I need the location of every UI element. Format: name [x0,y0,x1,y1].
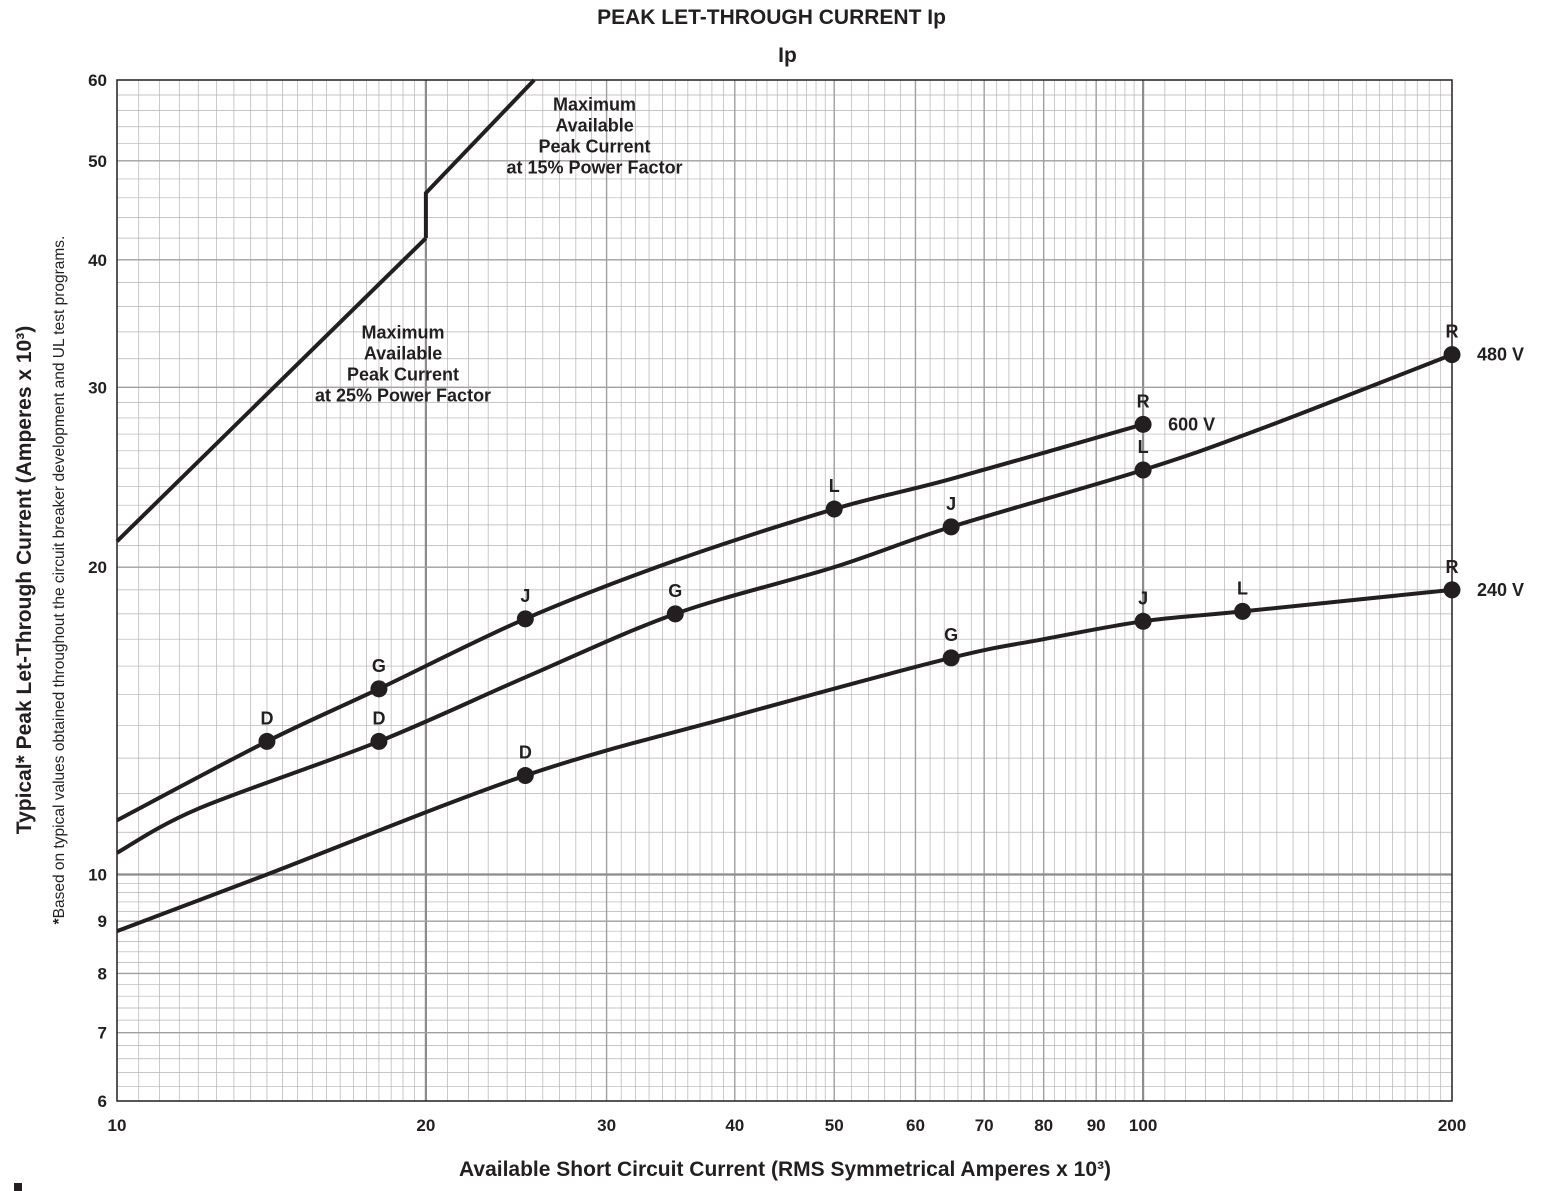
point-label: D [519,743,532,763]
y-tick-label: 7 [98,1024,107,1043]
y-tick-label: 8 [98,964,107,983]
point-label: J [946,494,956,514]
series-label: 480 V [1477,345,1524,365]
y-tick-label: 9 [98,912,107,931]
chart-title: PEAK LET-THROUGH CURRENT Ip [597,6,946,29]
data-point [825,500,843,518]
annotation-line: Available [555,116,633,136]
x-tick-label: 10 [108,1116,127,1135]
data-point [1134,461,1152,479]
data-point [258,732,276,750]
point-label: L [1237,578,1248,598]
x-tick-label: 200 [1438,1116,1466,1135]
annotation-line: Maximum [553,95,636,115]
annotation-line: Available [364,343,442,363]
data-point [1134,415,1152,433]
x-tick-label: 40 [725,1116,744,1135]
series-label: 600 V [1168,414,1215,434]
plot-frame [116,79,1453,1102]
data-point [942,649,960,667]
point-label: D [260,708,273,728]
series-line [423,78,536,239]
series-line [116,587,1453,934]
point-label: L [1138,437,1149,457]
corner-mark [14,1183,22,1191]
y-tick-label: 10 [88,865,107,884]
data-point [516,767,534,785]
x-tick-label: 80 [1034,1116,1053,1135]
data-point [370,680,388,698]
annotation-line: Peak Current [539,137,651,157]
chart-subtitle: Ip [778,44,797,67]
axis-ticks: 10 20 30 40 50 60 70 80 90 100 200 6 7 8 9 10 20 30 40 50 60 [88,71,1466,1135]
annotation-line: Peak Current [347,364,459,384]
y-axis-footnote: *Based on typical values obtained throug… [51,130,73,1030]
y-tick-label: 30 [88,378,107,397]
point-label: D [372,708,385,728]
data-point [666,605,684,623]
x-tick-label: 70 [975,1116,994,1135]
major-grid [117,80,1452,1101]
x-tick-label: 90 [1087,1116,1106,1135]
data-point [370,732,388,750]
point-label: J [520,586,530,606]
series-line [116,352,1453,855]
x-tick-label: 60 [906,1116,925,1135]
point-label: G [668,581,682,601]
point-label: L [829,476,840,496]
x-tick-label: 30 [597,1116,616,1135]
minor-grid [116,79,1453,1102]
x-tick-label: 100 [1129,1116,1157,1135]
y-tick-label: 6 [98,1092,107,1111]
data-point [1234,602,1252,620]
series-line [116,422,1144,823]
x-tick-label: 50 [825,1116,844,1135]
y-tick-label: 20 [88,558,107,577]
data-point [1443,581,1461,599]
annotation-line: at 15% Power Factor [507,158,683,178]
series-line [115,236,428,543]
data-point [1443,346,1461,364]
x-tick-label: 20 [416,1116,435,1135]
y-tick-label: 40 [88,251,107,270]
data-point [1134,612,1152,630]
point-label: G [944,625,958,645]
point-label: R [1137,391,1150,411]
data-point [516,610,534,628]
data-point [942,518,960,536]
point-label: J [1138,588,1148,608]
annotation-line: Maximum [362,322,445,342]
point-label: G [372,656,386,676]
y-tick-label: 50 [88,152,107,171]
y-tick-label: 60 [88,71,107,90]
point-label: R [1446,557,1459,577]
y-axis-label: Typical* Peak Let-Through Current (Amper… [13,325,36,835]
curves [115,78,1453,934]
point-label: R [1446,322,1459,342]
annotation-line: at 25% Power Factor [315,385,491,405]
series-label: 240 V [1477,580,1524,600]
footnote-mark: * [51,918,68,925]
footnote-text: Based on typical values obtained through… [51,235,68,919]
x-axis-label: Available Short Circuit Current (RMS Sym… [459,1158,1111,1181]
data-markers: D G J L R D G J L R D G J L R [258,322,1461,785]
